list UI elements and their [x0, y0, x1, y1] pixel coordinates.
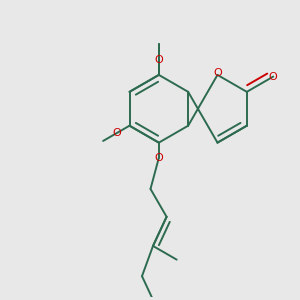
Text: O: O [269, 72, 278, 82]
Text: O: O [154, 153, 163, 163]
Text: O: O [213, 68, 222, 78]
Text: O: O [154, 55, 163, 65]
Text: O: O [112, 128, 121, 138]
